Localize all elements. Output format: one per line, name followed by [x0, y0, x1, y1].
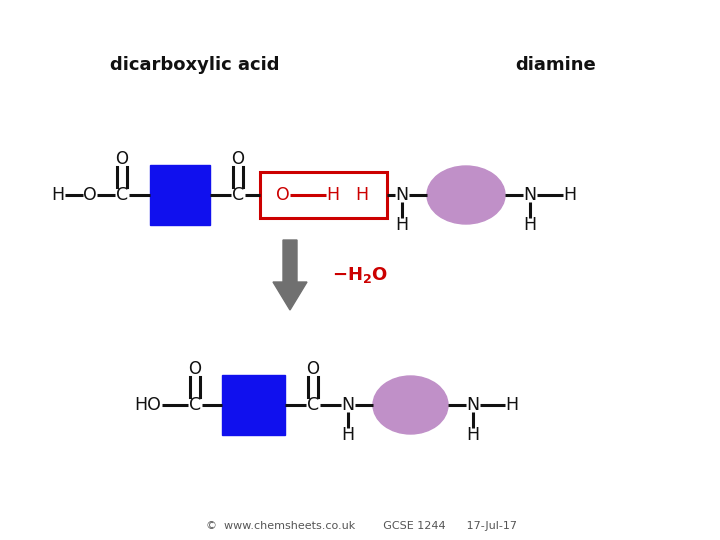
Bar: [150, 165, 210, 225]
Text: H: H: [564, 186, 577, 204]
Text: O: O: [83, 186, 97, 204]
Text: H: H: [356, 186, 369, 204]
Text: diamine: diamine: [516, 56, 596, 74]
Text: O: O: [232, 150, 245, 168]
Text: O: O: [276, 186, 290, 204]
Text: $\mathbf{-H_2O}$: $\mathbf{-H_2O}$: [332, 265, 388, 285]
Text: N: N: [341, 396, 354, 414]
Text: C: C: [232, 186, 244, 204]
Text: O: O: [115, 150, 128, 168]
Text: dicarboxylic acid: dicarboxylic acid: [110, 56, 280, 74]
Bar: [222, 375, 285, 435]
Bar: [260, 172, 387, 218]
FancyArrow shape: [273, 240, 307, 310]
Text: H: H: [395, 216, 408, 234]
Text: H: H: [523, 216, 536, 234]
Text: O: O: [307, 360, 320, 378]
Text: N: N: [395, 186, 408, 204]
Text: C: C: [189, 396, 201, 414]
Text: H: H: [51, 186, 65, 204]
Text: C: C: [116, 186, 128, 204]
Text: N: N: [523, 186, 536, 204]
Text: N: N: [467, 396, 480, 414]
Text: H: H: [341, 426, 354, 444]
Ellipse shape: [373, 376, 448, 434]
Text: ©  www.chemsheets.co.uk        GCSE 1244      17-Jul-17: © www.chemsheets.co.uk GCSE 1244 17-Jul-…: [207, 521, 518, 531]
Text: H: H: [505, 396, 518, 414]
Text: HO: HO: [135, 396, 161, 414]
Text: C: C: [307, 396, 319, 414]
Ellipse shape: [427, 166, 505, 224]
Text: H: H: [326, 186, 340, 204]
Text: O: O: [189, 360, 202, 378]
Text: H: H: [467, 426, 480, 444]
